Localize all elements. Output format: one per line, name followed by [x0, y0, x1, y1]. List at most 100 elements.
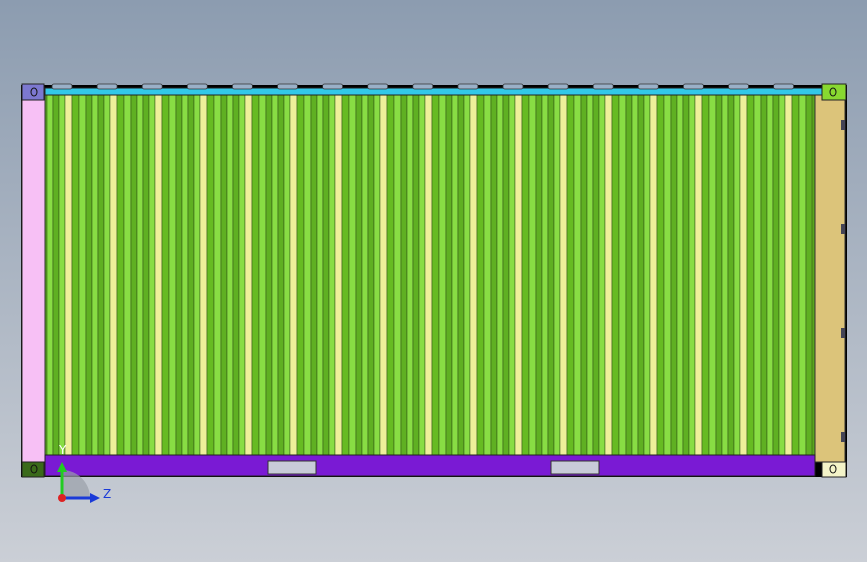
corrugation: [445, 94, 453, 456]
corrugation: [805, 94, 813, 456]
corrugation: [766, 94, 774, 456]
corrugation: [406, 94, 414, 456]
corrugation: [296, 94, 305, 456]
roof-bow: [51, 83, 73, 90]
corrugation: [753, 94, 762, 456]
corrugation: [611, 94, 620, 456]
corrugation: [277, 94, 285, 456]
corrugation: [386, 94, 395, 456]
corrugation: [778, 94, 786, 456]
corrugation: [109, 94, 118, 456]
corrugation: [206, 94, 215, 456]
corrugation: [733, 94, 741, 456]
corrugation: [559, 94, 568, 456]
corner-casting: [21, 461, 45, 478]
corrugation: [130, 94, 138, 456]
corrugation: [643, 94, 651, 456]
corrugation: [123, 94, 132, 456]
corrugation: [85, 94, 93, 456]
corrugation: [772, 94, 780, 456]
corrugation: [637, 94, 645, 456]
corrugation: [341, 94, 350, 456]
roof-bow: [186, 83, 208, 90]
casting-hole: [829, 464, 837, 474]
corrugation: [438, 94, 447, 456]
corrugation: [238, 94, 246, 456]
corrugation: [78, 94, 87, 456]
z-axis-label: Z: [103, 487, 111, 501]
corrugation: [535, 94, 543, 456]
corrugation: [220, 94, 228, 456]
roof-bow: [683, 83, 704, 90]
corrugation: [521, 94, 530, 456]
corrugation: [553, 94, 561, 456]
corrugation: [670, 94, 678, 456]
corrugation: [310, 94, 318, 456]
roof-bow: [367, 83, 389, 90]
corrugation: [708, 94, 717, 456]
z-arrowhead: [90, 493, 100, 503]
corrugation: [187, 94, 195, 456]
corrugation: [116, 94, 125, 456]
corrugation: [322, 94, 330, 456]
roof-bow: [637, 83, 659, 90]
corrugation: [798, 94, 807, 456]
corrugation: [490, 94, 498, 456]
corrugation: [457, 94, 465, 456]
roof-bow: [412, 83, 434, 90]
origin-dot: [58, 494, 66, 502]
hinge: [841, 120, 845, 130]
y-axis-label: Y: [58, 443, 67, 457]
corrugation: [226, 94, 234, 456]
corrugation: [791, 94, 800, 456]
corrugation: [379, 94, 388, 456]
hinge: [841, 224, 845, 234]
corrugation: [496, 94, 504, 456]
corrugation: [71, 94, 80, 456]
corrugation: [721, 94, 729, 456]
corrugation: [175, 94, 183, 456]
roof-bow: [773, 83, 794, 90]
casting-hole: [829, 87, 837, 97]
corner-casting: [821, 83, 847, 101]
fork-pocket: [550, 460, 600, 475]
corrugation: [361, 94, 369, 456]
corrugation: [573, 94, 582, 456]
corrugation: [251, 94, 260, 456]
corrugation: [625, 94, 633, 456]
corrugation: [463, 94, 471, 456]
corrugation: [676, 94, 684, 456]
corrugation: [547, 94, 555, 456]
corrugation: [64, 94, 73, 456]
corner-casting: [21, 83, 45, 101]
roof-bow: [141, 83, 163, 90]
corrugation: [656, 94, 665, 456]
corrugation: [784, 94, 793, 456]
corrugation: [367, 94, 375, 456]
roof-bow: [96, 83, 118, 90]
corrugation: [727, 94, 735, 456]
corrugation: [528, 94, 537, 456]
corrugation: [739, 94, 748, 456]
corrugation: [631, 94, 639, 456]
roof-bow: [592, 83, 614, 90]
corrugation: [424, 94, 433, 456]
corrugation: [483, 94, 492, 456]
casting-hole: [30, 464, 38, 474]
corrugation: [58, 94, 66, 456]
corrugation: [168, 94, 177, 456]
corrugation: [334, 94, 343, 456]
corrugation: [136, 94, 144, 456]
corrugation: [199, 94, 208, 456]
corrugation: [663, 94, 672, 456]
fork-pocket: [267, 460, 317, 475]
corrugation: [476, 94, 485, 456]
corrugation: [348, 94, 357, 456]
casting-hole: [30, 87, 38, 97]
corrugation: [154, 94, 163, 456]
corrugation: [469, 94, 478, 456]
corrugation: [649, 94, 658, 456]
corrugation: [586, 94, 594, 456]
y-arrowhead: [57, 462, 67, 472]
